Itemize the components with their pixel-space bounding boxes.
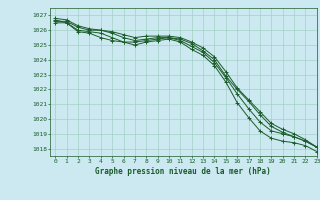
X-axis label: Graphe pression niveau de la mer (hPa): Graphe pression niveau de la mer (hPa) (95, 167, 271, 176)
